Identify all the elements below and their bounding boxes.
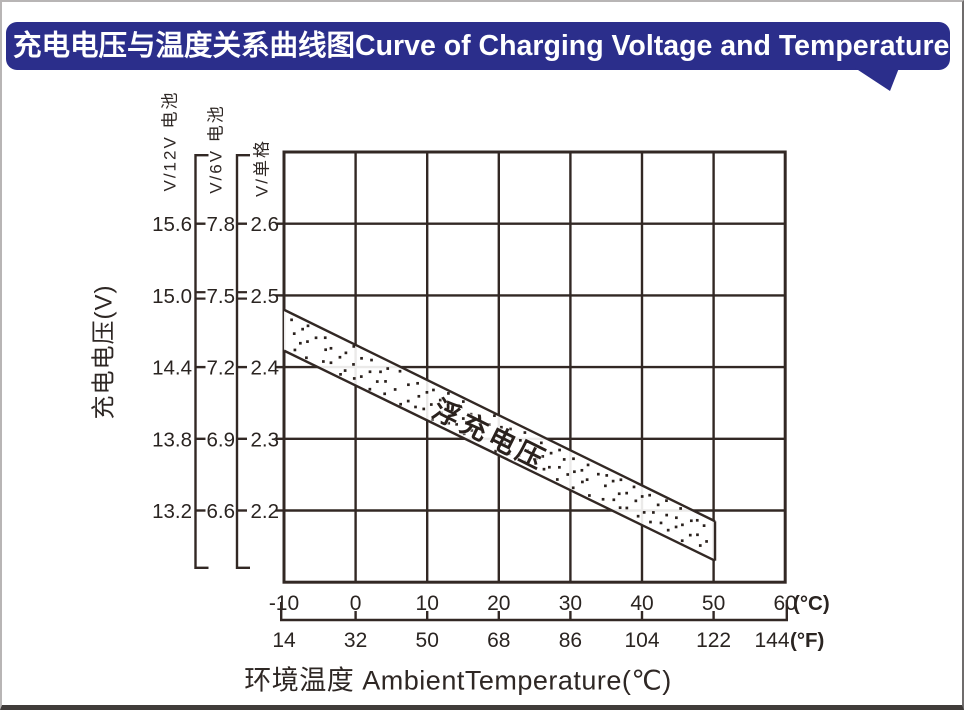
x-tick-celsius: 30 <box>559 592 582 615</box>
x-tick-fahrenheit: 86 <box>559 629 582 652</box>
banner-title: 充电电压与温度关系曲线图Curve of Charging Voltage an… <box>6 22 949 70</box>
y-axis-6v <box>235 153 250 569</box>
scale-header-6v: V/6V 电池 <box>206 104 226 194</box>
x-tick-fahrenheit: 104 <box>624 629 659 652</box>
x-tick-fahrenheit: 122 <box>696 629 731 652</box>
y-tick-label: 13.8 <box>152 428 192 451</box>
y-tick-label: 15.0 <box>152 285 192 308</box>
x-tick-fahrenheit: 50 <box>416 629 439 652</box>
float-charge-band <box>283 308 717 562</box>
y-tick-label: 13.2 <box>152 500 192 523</box>
banner-tail-pointer <box>855 68 899 91</box>
x-unit-fahrenheit: (°F) <box>790 629 824 652</box>
x-axis-title: 环境温度 AmbientTemperature(℃) <box>244 665 672 696</box>
voltage-scales: 15.6 15.0 14.4 13.8 13.2 7.8 7.5 7.2 6.9 6.6 2.6 2.… <box>152 153 284 569</box>
x-tick-celsius: 10 <box>416 592 439 615</box>
title-banner: 充电电压与温度关系曲线图Curve of Charging Voltage an… <box>6 22 950 70</box>
x-tick-celsius: 20 <box>487 592 510 615</box>
x-tick-fahrenheit: 32 <box>344 629 367 652</box>
x-unit-celsius: (°C) <box>793 592 830 615</box>
y-tick-label: 7.2 <box>207 357 236 380</box>
y-tick-label: 15.6 <box>152 213 192 236</box>
x-axis-celsius: -10 0 10 20 30 40 50 60(°C) <box>269 592 830 615</box>
x-tick-fahrenheit: 144 <box>754 629 789 652</box>
y-tick-label: 7.8 <box>207 213 236 236</box>
y-axis-12v <box>194 153 209 569</box>
band-dots <box>290 318 708 547</box>
x-tick-fahrenheit: 14 <box>272 629 296 652</box>
y-tick-label: 2.2 <box>251 500 280 523</box>
x-tick-celsius: 60 <box>774 592 797 615</box>
chart-grid <box>282 150 787 584</box>
y-tick-label: 2.3 <box>251 428 280 451</box>
y-tick-label: 6.9 <box>207 428 236 451</box>
banner-title-zh: 充电电压与温度关系曲线图 <box>13 30 356 62</box>
x-tick-celsius: -10 <box>269 592 299 615</box>
y-tick-label: 2.4 <box>251 357 280 380</box>
y-tick-label: 2.6 <box>251 213 280 236</box>
x-axis-fahrenheit: 14 32 50 68 86 104 122 144 (°F) <box>272 600 824 652</box>
x-tick-celsius: 50 <box>702 592 725 615</box>
scale-header-cell: V/单格 <box>252 138 272 198</box>
x-tick-fahrenheit: 68 <box>487 629 510 652</box>
y-axis-title: 充电电压(V) <box>90 284 118 420</box>
y-tick-label: 2.5 <box>251 285 280 308</box>
scale-header-12v: V/12V 电池 <box>160 90 180 192</box>
x-tick-celsius: 40 <box>630 592 653 615</box>
banner-title-en: Curve of Charging Voltage and Temperatur… <box>355 30 950 62</box>
x-tick-celsius: 0 <box>350 592 362 615</box>
y-tick-label: 14.4 <box>152 357 192 380</box>
y-tick-label: 7.5 <box>207 285 236 308</box>
y-tick-label: 6.6 <box>207 500 236 523</box>
